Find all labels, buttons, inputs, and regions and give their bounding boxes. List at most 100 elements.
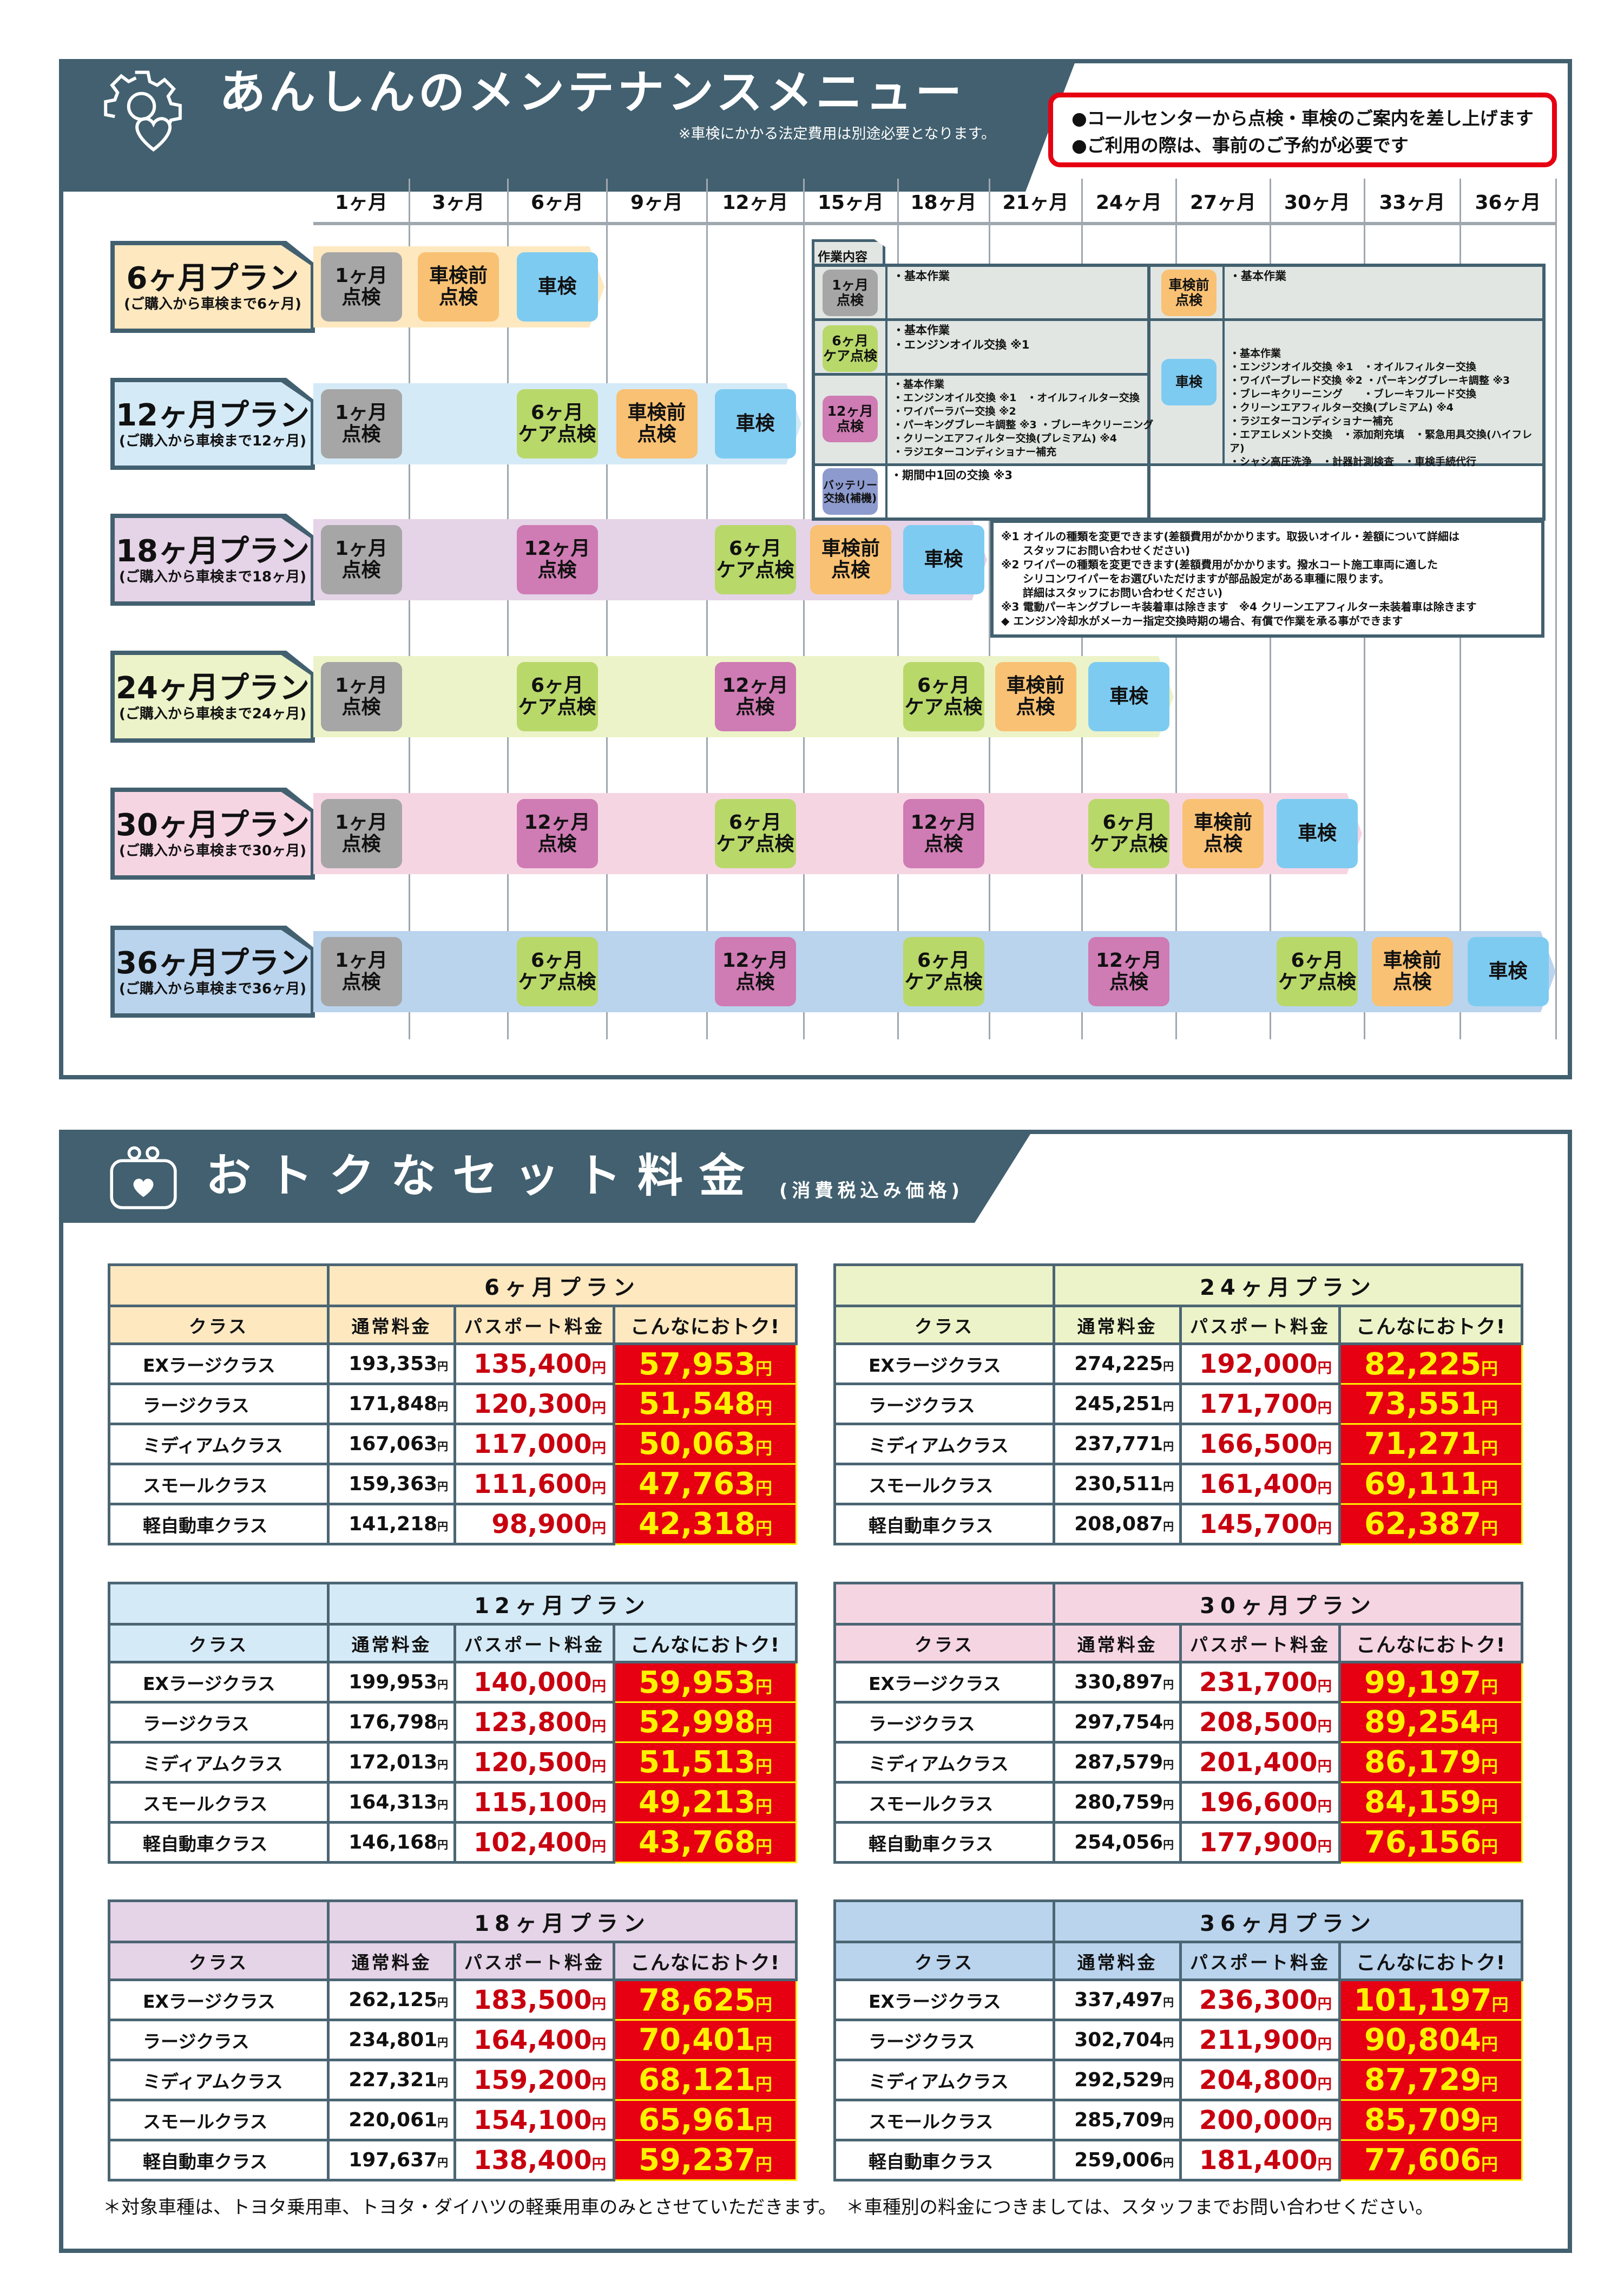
purse-heart-icon	[110, 1146, 177, 1209]
savings-amount: 57,953円	[613, 1343, 798, 1385]
yen-unit: 円	[1481, 1837, 1498, 1857]
table-plan-title: 18ヶ月プラン	[326, 1899, 798, 1943]
plan-title: 6ヶ月プラン	[126, 261, 299, 296]
work-items-12month: ・基本作業 ・エンジンオイル交換 ※1 ・オイルフィルター交換 ・ワイパーラバー…	[893, 378, 1154, 458]
work-items-1month: ・基本作業	[893, 270, 950, 283]
yen-unit: 円	[1481, 2075, 1498, 2094]
badge-m1: 1ヶ月 点検	[320, 389, 402, 458]
badge-m12: 12ヶ月 点検	[1088, 937, 1169, 1006]
notice-line: ●コールセンターから点検・車検のご案内を差し上げます	[1071, 108, 1534, 129]
price-table: 24ヶ月プラン クラス 通常料金 パスポート料金 こんなにおトク! EXラージクラス 274…	[833, 1263, 1524, 1545]
plan-label-inner: 18ヶ月プラン (ご購入から車検まで18ヶ月)	[115, 518, 311, 601]
plan-title: 36ヶ月プラン	[116, 946, 310, 981]
badge-shaken: 車検	[516, 252, 598, 322]
passport-price: 111,600円	[453, 1463, 615, 1505]
passport-price: 140,000円	[453, 1661, 615, 1704]
plan-label-inner: 24ヶ月プラン (ご購入から車検まで24ヶ月)	[115, 655, 311, 738]
plan-title: 12ヶ月プラン	[116, 398, 310, 433]
savings-amount: 59,237円	[613, 2139, 798, 2181]
table-plan-title: 36ヶ月プラン	[1052, 1899, 1524, 1943]
column-line	[706, 179, 708, 1039]
regular-price: 254,056円	[1053, 1821, 1182, 1864]
table-corner	[833, 1899, 1055, 1943]
column-header: 通常料金	[327, 1941, 456, 1981]
table-row: スモールクラス 159,363円 111,600円 47,763円	[108, 1463, 798, 1505]
yen-unit: 円	[1317, 1798, 1332, 1815]
yen-unit: 円	[1317, 2075, 1332, 2093]
yen-unit: 円	[1317, 1399, 1332, 1417]
savings-amount: 70,401円	[613, 2019, 798, 2061]
table-row: ラージクラス 302,704円 211,900円 90,804円	[833, 2019, 1523, 2061]
table-plan-title: 6ヶ月プラン	[326, 1263, 798, 1307]
regular-price: 208,087円	[1053, 1503, 1182, 1545]
yen-unit: 円	[1163, 2117, 1174, 2129]
passport-price: 120,300円	[453, 1383, 615, 1425]
plan-subtitle: (ご購入から車検まで12ヶ月)	[119, 433, 306, 449]
passport-price: 161,400円	[1179, 1463, 1341, 1505]
table-row: ラージクラス 245,251円 171,700円 73,551円	[833, 1383, 1523, 1425]
work-content-table: 1ヶ月 点検 6ヶ月 ケア点検 12ヶ月 点検 バッテリー 交換(補機) 車検前 点検車…	[812, 264, 1546, 521]
yen-unit: 円	[1163, 1799, 1174, 1811]
yen-unit: 円	[755, 1479, 772, 1498]
savings-amount: 59,953円	[613, 1661, 798, 1703]
badge-m12: 12ヶ月 点検	[516, 525, 598, 594]
passport-price: 231,700円	[1179, 1661, 1341, 1704]
badge-m1: 1ヶ月 点検	[320, 252, 402, 322]
regular-price: 164,313円	[327, 1781, 456, 1824]
class-name: 軽自動車クラス	[833, 1503, 1055, 1545]
yen-unit: 円	[1317, 1838, 1332, 1855]
regular-price: 227,321円	[327, 2059, 456, 2101]
yen-unit: 円	[1481, 1717, 1498, 1737]
regular-price: 287,579円	[1053, 1741, 1182, 1784]
plan-subtitle: (ご購入から車検まで24ヶ月)	[119, 706, 306, 722]
yen-unit: 円	[437, 1679, 448, 1691]
yen-unit: 円	[1163, 2036, 1174, 2049]
footnotes: ※1 オイルの種類を変更できます(差額費用がかかります。取扱いオイル・差額につい…	[990, 520, 1544, 638]
yen-unit: 円	[755, 2155, 772, 2174]
yen-unit: 円	[1317, 1718, 1332, 1735]
yen-unit: 円	[437, 2117, 448, 2129]
column-header: クラス	[108, 1941, 330, 1981]
yen-unit: 円	[1163, 1839, 1174, 1851]
yen-unit: 円	[1481, 2155, 1498, 2174]
savings-amount: 87,729円	[1338, 2059, 1523, 2101]
column-line	[989, 179, 990, 1039]
passport-price: 204,800円	[1179, 2059, 1341, 2101]
work-badge-m12: 12ヶ月 点検	[823, 396, 878, 442]
class-name: ミディアムクラス	[833, 1741, 1055, 1784]
savings-amount: 49,213円	[613, 1781, 798, 1823]
regular-price: 245,251円	[1053, 1383, 1182, 1425]
passport-price: 211,900円	[1179, 2019, 1341, 2061]
table-plan-title: 30ヶ月プラン	[1052, 1582, 1524, 1626]
class-name: スモールクラス	[108, 1781, 330, 1824]
column-header: パスポート料金	[1179, 1623, 1341, 1663]
yen-unit: 円	[437, 2157, 448, 2169]
table-row: 軽自動車クラス 197,637円 138,400円 59,237円	[108, 2139, 798, 2181]
savings-amount: 62,387円	[1338, 1503, 1523, 1545]
regular-price: 280,759円	[1053, 1781, 1182, 1824]
yen-unit: 円	[1163, 1679, 1174, 1691]
table-row: スモールクラス 230,511円 161,400円 69,111円	[833, 1463, 1523, 1505]
table-header-row: クラス 通常料金 パスポート料金 こんなにおトク!	[833, 1623, 1524, 1663]
regular-price: 159,363円	[327, 1463, 456, 1505]
badge-pre: 車検前 点検	[616, 389, 698, 458]
yen-unit: 円	[1317, 2115, 1332, 2133]
month-header: 24ヶ月	[1095, 192, 1162, 214]
page-title: あんしんのメンテナンスメニュー	[219, 65, 965, 120]
class-name: ミディアムクラス	[108, 2059, 330, 2101]
table-row: ラージクラス 297,754円 208,500円 89,254円	[833, 1701, 1523, 1744]
table-row: EXラージクラス 199,953円 140,000円 59,953円	[108, 1661, 798, 1704]
badge-care6: 6ヶ月 ケア点検	[714, 799, 796, 868]
yen-unit: 円	[755, 1797, 772, 1817]
column-line	[507, 179, 509, 1039]
month-header: 36ヶ月	[1475, 192, 1541, 214]
table-corner	[833, 1582, 1055, 1626]
regular-price: 337,497円	[1053, 1978, 1182, 2021]
work-items-battery: ・期間中1回の交換 ※3	[891, 469, 1012, 482]
yen-unit: 円	[1317, 2156, 1332, 2173]
yen-unit: 円	[437, 1839, 448, 1851]
regular-price: 146,168円	[327, 1821, 456, 1864]
passport-price: 117,000円	[453, 1423, 615, 1465]
badge-m1: 1ヶ月 点検	[320, 525, 402, 594]
yen-unit: 円	[591, 1479, 606, 1497]
